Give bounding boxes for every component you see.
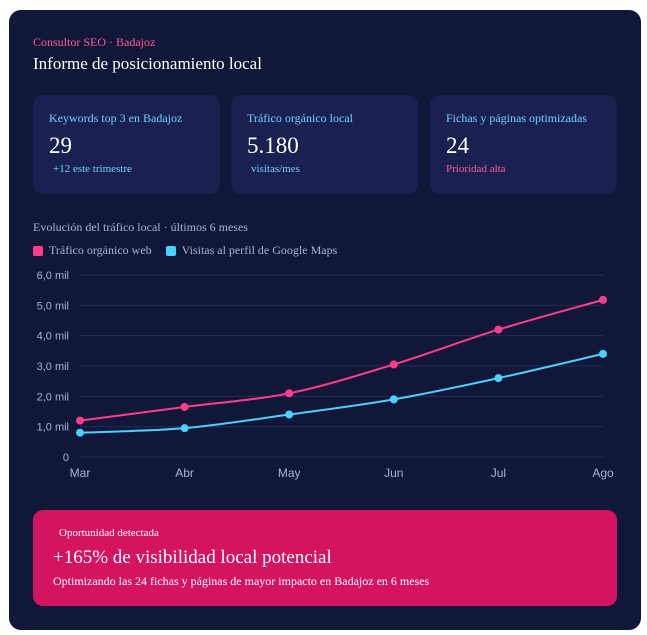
chart-caption: Evolución del tráfico local · últimos 6 … xyxy=(33,220,248,234)
report-title: Informe de posicionamiento local xyxy=(33,54,262,73)
x-tick-label: May xyxy=(278,466,301,480)
report-eyebrow: Consultor SEO · Badajoz xyxy=(33,35,156,49)
legend-swatch-web xyxy=(33,245,43,256)
kpi-sub-priority: Prioridad alta xyxy=(446,163,506,175)
kpi-card-keywords: Keywords top 3 en Badajoz 29 +12 este tr… xyxy=(33,95,220,194)
kpi-sub: +12 este trimestre xyxy=(53,163,132,175)
x-tick-label: Jul xyxy=(491,466,506,480)
data-point xyxy=(389,395,398,404)
kpi-label: Tráfico orgánico local xyxy=(247,111,353,125)
y-tick-label: 0 xyxy=(63,452,69,464)
y-tick-label: 2,0 mil xyxy=(37,391,69,403)
opportunity-tag: Oportunidad detectada xyxy=(59,527,159,539)
legend-swatch-maps xyxy=(165,245,176,256)
kpi-card-optimized: Fichas y páginas optimizadas 24 Priorida… xyxy=(430,95,617,194)
data-point xyxy=(76,428,84,437)
data-point xyxy=(180,402,189,411)
kpi-value: 24 xyxy=(446,133,469,158)
y-tick-label: 4,0 mil xyxy=(37,331,69,343)
kpi-label: Keywords top 3 en Badajoz xyxy=(49,111,183,125)
opportunity-headline: +165% de visibilidad local potencial xyxy=(53,547,332,568)
y-tick-label: 1,0 mil xyxy=(37,422,69,434)
kpi-sub: visitas/mes xyxy=(251,163,300,175)
kpi-value: 5.180 xyxy=(247,133,299,158)
data-point xyxy=(494,325,503,334)
legend-label: Visitas al perfil de Google Maps xyxy=(181,243,338,257)
series-line-1 xyxy=(79,298,604,422)
report-card: Consultor SEO · Badajoz Informe de posic… xyxy=(9,10,641,630)
chart-legend: Tráfico orgánico web Visitas al perfil d… xyxy=(33,243,351,258)
kpi-label: Fichas y páginas optimizadas xyxy=(446,111,587,125)
opportunity-detail: Optimizando las 24 fichas y páginas de m… xyxy=(53,574,430,588)
x-tick-label: Ago xyxy=(592,466,614,480)
kpi-value: 29 xyxy=(49,133,72,158)
data-point xyxy=(180,424,189,433)
series-line-2 xyxy=(79,352,604,434)
data-point xyxy=(599,295,607,304)
x-tick-label: Mar xyxy=(70,466,91,480)
data-point xyxy=(285,410,294,419)
x-tick-label: Jun xyxy=(384,466,403,480)
legend-item-maps[interactable]: Visitas al perfil de Google Maps xyxy=(165,243,338,258)
y-tick-label: 3,0 mil xyxy=(37,361,69,373)
data-point xyxy=(285,389,294,398)
kpi-card-traffic: Tráfico orgánico local 5.180 visitas/mes xyxy=(231,95,418,194)
y-tick-label: 6,0 mil xyxy=(37,270,69,282)
data-point xyxy=(494,374,503,383)
legend-item-web[interactable]: Tráfico orgánico web xyxy=(33,243,152,258)
data-point xyxy=(76,416,84,425)
legend-label: Tráfico orgánico web xyxy=(49,243,152,257)
data-point xyxy=(599,349,607,358)
y-tick-label: 5,0 mil xyxy=(37,300,69,312)
opportunity-banner: Oportunidad detectada +165% de visibilid… xyxy=(33,510,617,606)
data-point xyxy=(389,360,398,369)
x-tick-label: Abr xyxy=(175,466,194,480)
